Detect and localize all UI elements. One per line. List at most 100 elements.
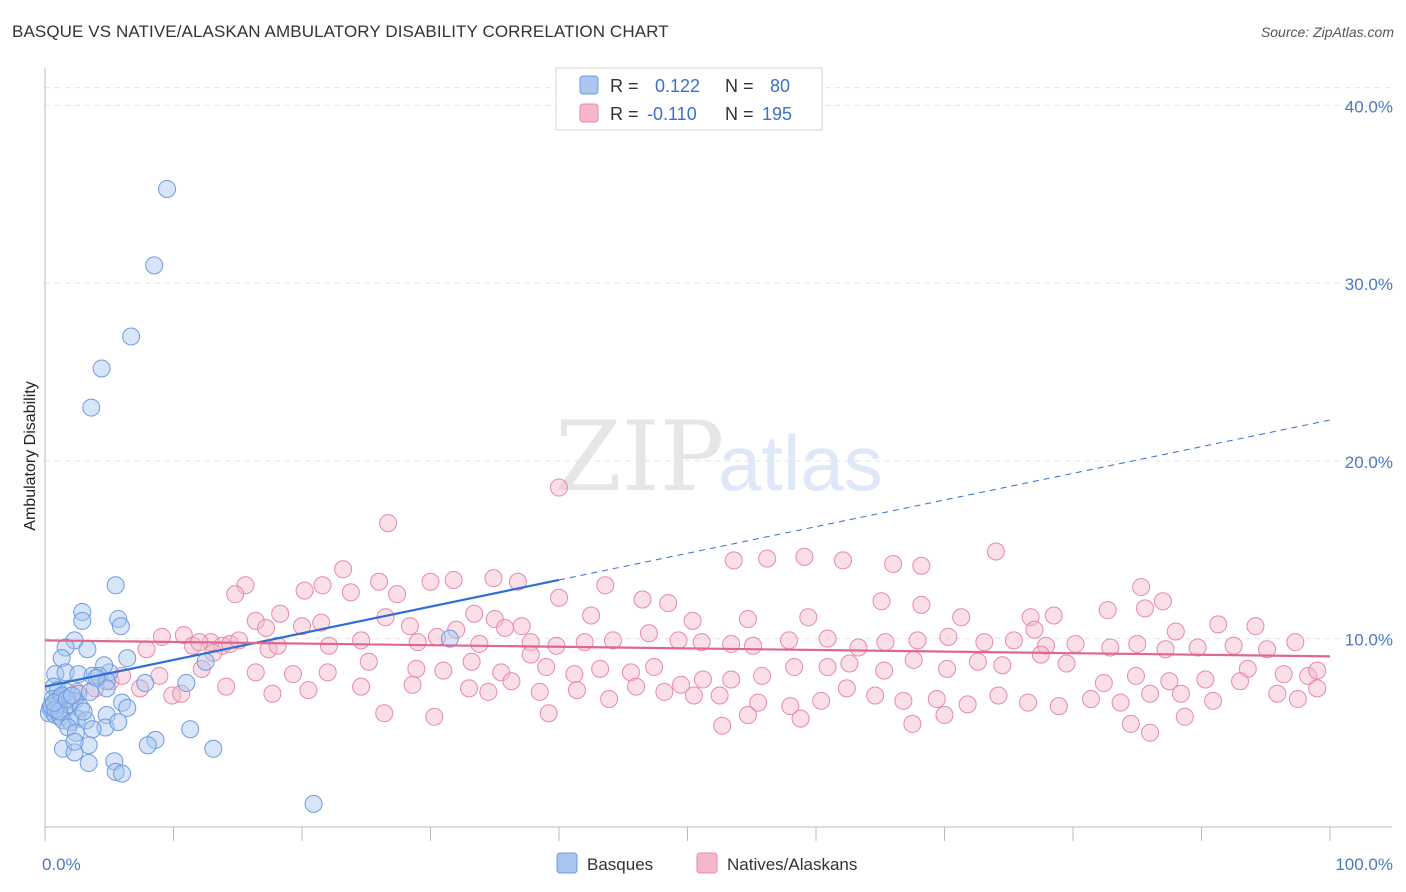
natives-point [875, 661, 894, 680]
natives-point [938, 659, 957, 678]
y-tick-label: 30.0% [1345, 275, 1393, 294]
natives-point [1224, 636, 1243, 655]
natives-point [226, 585, 245, 604]
basques-point [79, 754, 98, 773]
natives-point [866, 686, 885, 705]
chart-title: BASQUE VS NATIVE/ALASKAN AMBULATORY DISA… [12, 22, 669, 41]
natives-point [596, 576, 615, 595]
basques-point [73, 611, 92, 630]
natives-point [479, 682, 498, 701]
bottom-legend-swatch-basques [556, 852, 578, 874]
basques-point [53, 739, 72, 758]
x-tick-label-min: 0.0% [42, 855, 81, 874]
legend-swatch-natives [579, 103, 599, 123]
basques-point [177, 674, 196, 693]
basques-point [181, 720, 200, 739]
basques-point [106, 576, 125, 595]
natives-point [334, 560, 353, 579]
natives-point [1019, 693, 1038, 712]
natives-point [710, 686, 729, 705]
legend-n-value: 195 [762, 104, 792, 124]
bottom-legend-natives: Natives/Alaskans [727, 855, 857, 874]
legend-box [555, 67, 823, 131]
natives-point [246, 663, 265, 682]
natives-point [268, 636, 287, 655]
basques-point [65, 743, 84, 762]
natives-point [502, 672, 521, 691]
basques-point [138, 736, 157, 755]
natives-point [903, 714, 922, 733]
natives-point [508, 572, 527, 591]
natives-point [812, 691, 831, 710]
natives-point [758, 549, 777, 568]
natives-point [295, 581, 314, 600]
natives-point [1094, 674, 1113, 693]
legend-n-label: N = [725, 104, 754, 124]
natives-point [908, 631, 927, 650]
natives-point [460, 679, 479, 698]
natives-point [1066, 634, 1085, 653]
natives-point [1175, 707, 1194, 726]
natives-point [1044, 606, 1063, 625]
basques-point [82, 398, 101, 417]
y-tick-label: 10.0% [1345, 631, 1393, 650]
natives-point [150, 666, 169, 685]
legend-swatch-basques [579, 75, 599, 95]
natives-point [530, 682, 549, 701]
trend-lines [44, 419, 1331, 688]
natives-point [780, 631, 799, 650]
natives-point [565, 665, 584, 684]
basques-point [83, 720, 102, 739]
legend-r-label: R = [610, 76, 639, 96]
natives-point [1268, 684, 1287, 703]
natives-point [692, 633, 711, 652]
natives-point [939, 627, 958, 646]
natives-point [137, 640, 156, 659]
basques-point [196, 652, 215, 671]
natives-point [1286, 633, 1305, 652]
natives-point [537, 658, 556, 677]
natives-point [359, 652, 378, 671]
basques-point [109, 610, 128, 629]
y-tick-label: 20.0% [1345, 453, 1393, 472]
basques-point [57, 690, 76, 709]
natives-point [1004, 631, 1023, 650]
y-axis-label: Ambulatory Disability [22, 381, 39, 530]
natives-point [753, 666, 772, 685]
basques-point [304, 794, 323, 813]
natives-point [407, 659, 426, 678]
natives-point [299, 681, 318, 700]
watermark-zip: ZIP [555, 401, 724, 513]
natives-point [174, 626, 193, 645]
natives-point [659, 594, 678, 613]
legend-n-value: 80 [770, 76, 790, 96]
natives-point [284, 665, 303, 684]
y-tick-label: 40.0% [1345, 97, 1393, 116]
natives-point [550, 478, 568, 497]
natives-point [388, 585, 407, 604]
natives-point [713, 716, 732, 735]
natives-point [781, 697, 800, 716]
natives-point [968, 652, 987, 671]
natives-point [434, 661, 453, 680]
natives-point [1049, 697, 1068, 716]
natives-point [684, 686, 703, 705]
basques-trend-line [44, 578, 560, 688]
natives-point [485, 610, 504, 629]
natives-point [567, 681, 586, 700]
natives-point [1209, 615, 1228, 634]
natives-point [484, 569, 503, 588]
natives-point [1288, 690, 1307, 709]
natives-point [749, 693, 768, 712]
basques-point [145, 256, 164, 275]
legend-r-label: R = [610, 104, 639, 124]
source-label: Source: ZipAtlas.com [1260, 24, 1394, 40]
natives-point [958, 695, 977, 714]
legend: R = 0.122 N = 80 R = -0.110 N = 195 [555, 67, 823, 131]
natives-point [131, 679, 150, 698]
basques-point [111, 617, 130, 636]
natives-point [1231, 672, 1250, 691]
natives-point [172, 684, 191, 703]
natives-point [876, 633, 895, 652]
